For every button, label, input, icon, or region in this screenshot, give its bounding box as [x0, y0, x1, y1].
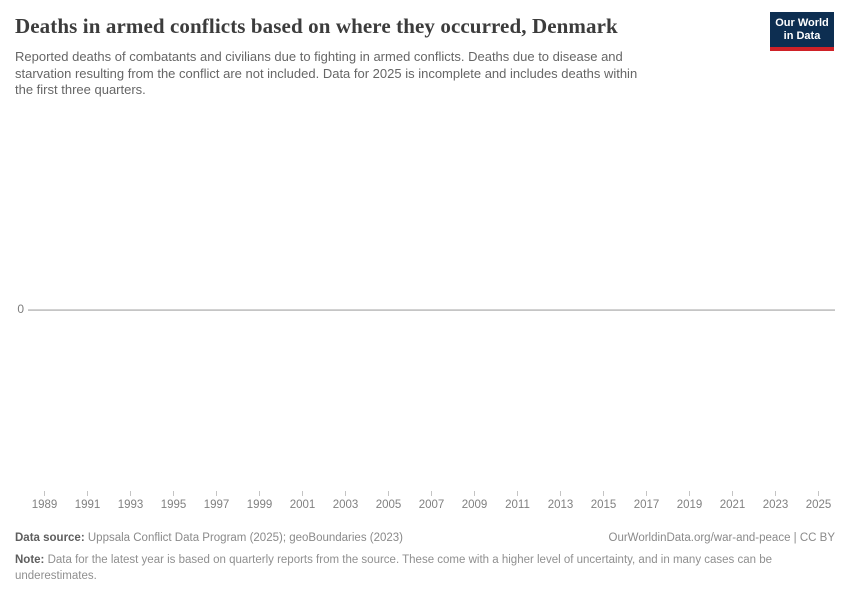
zero-gridline	[28, 309, 835, 311]
plot-area	[0, 110, 850, 520]
data-source-label: Data source:	[15, 532, 85, 544]
data-source-value: Uppsala Conflict Data Program (2025); ge…	[84, 532, 404, 544]
owid-logo-line-1: Our World	[775, 17, 829, 29]
footer-note: Note: Data for the latest year is based …	[15, 552, 837, 584]
owid-logo-line-2: in Data	[783, 30, 821, 42]
note-text: Data for the latest year is based on qua…	[15, 554, 773, 582]
footer-sources-row: Data source: Uppsala Conflict Data Progr…	[15, 532, 835, 544]
note-label: Note:	[15, 554, 45, 566]
data-source-text: Data source: Uppsala Conflict Data Progr…	[15, 532, 403, 544]
owid-logo[interactable]: Our World in Data	[770, 12, 834, 51]
subtitle-line-3: the first three quarters.	[15, 82, 146, 97]
subtitle-line-1: Reported deaths of combatants and civili…	[15, 49, 623, 64]
owid-cc-by-link[interactable]: OurWorldinData.org/war-and-peace | CC BY	[608, 532, 835, 544]
y-axis-zero-label: 0	[17, 302, 24, 316]
chart-title: Deaths in armed conflicts based on where…	[15, 14, 618, 38]
subtitle-line-2: starvation resulting from the conflict a…	[15, 65, 638, 81]
chart-subtitle: Reported deaths of combatants and civili…	[15, 49, 760, 99]
